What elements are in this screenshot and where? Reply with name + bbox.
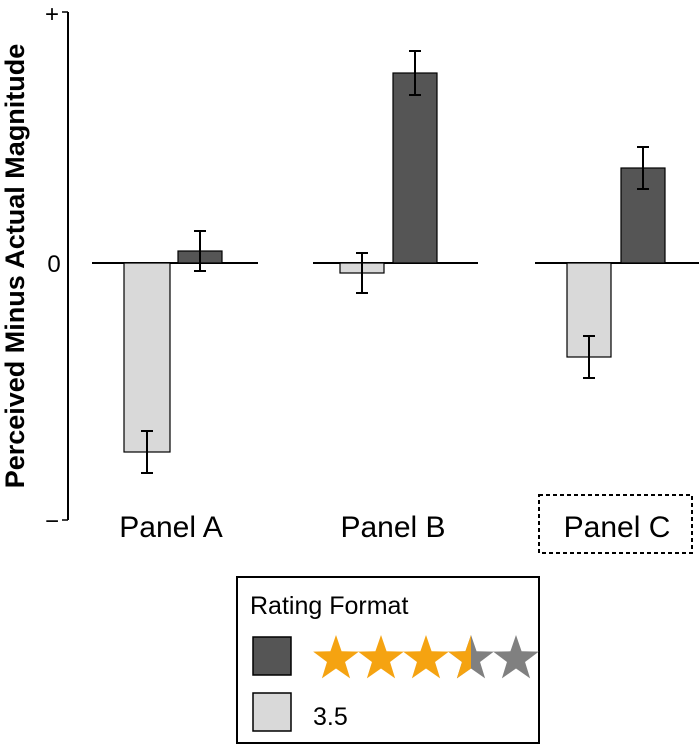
x-tick-label: Panel B <box>340 511 445 544</box>
star-icon <box>403 635 449 679</box>
error-bar <box>583 335 595 379</box>
bars-layer <box>123 72 666 453</box>
error-bar <box>194 230 206 272</box>
star-icon <box>448 635 494 679</box>
bar-stars <box>392 72 438 264</box>
error-bars-layer <box>141 50 649 474</box>
x-tick-label: Panel C <box>564 511 671 544</box>
legend-title: Rating Format <box>250 592 408 620</box>
legend-star-rating <box>313 635 539 679</box>
error-bar <box>409 50 421 96</box>
y-tick-plus: + <box>45 1 59 28</box>
star-icon <box>493 635 539 679</box>
y-tick-zero: 0 <box>47 251 60 278</box>
star-icon <box>313 635 359 679</box>
x-tick-label: Panel A <box>119 511 222 544</box>
legend-swatch-stars <box>252 636 292 676</box>
star-icon <box>358 635 404 679</box>
y-tick-minus: − <box>45 508 59 535</box>
y-axis-title: Perceived Minus Actual Magnitude <box>0 44 30 489</box>
error-bar <box>637 146 649 190</box>
error-bar <box>141 430 153 474</box>
x-tick-labels: Panel A Panel B Panel C <box>119 494 693 554</box>
error-bar <box>356 252 368 294</box>
legend-number-label: 3.5 <box>313 703 348 731</box>
legend: Rating Format 3.5 <box>236 576 540 744</box>
highlight-box <box>538 494 693 554</box>
legend-swatch-number <box>252 692 292 732</box>
bar-number <box>123 262 171 453</box>
